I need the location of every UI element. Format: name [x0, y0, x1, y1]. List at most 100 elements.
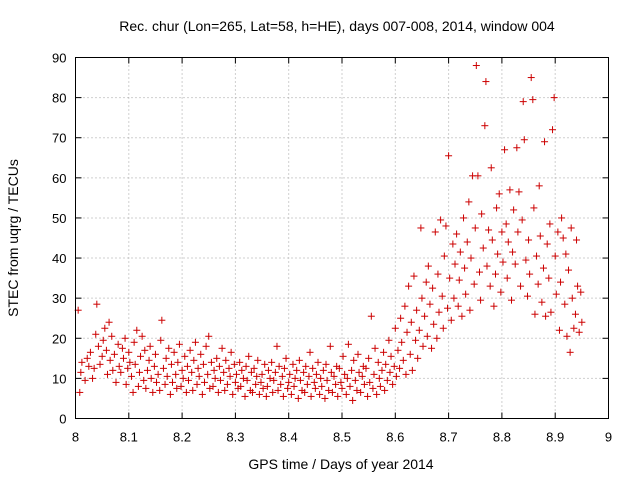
data-point [229, 390, 237, 398]
data-point [241, 392, 249, 400]
data-point [445, 152, 453, 160]
data-point [186, 346, 194, 354]
data-point [573, 236, 581, 244]
data-point [312, 370, 320, 378]
data-point [519, 98, 527, 106]
data-point [108, 332, 116, 340]
data-point [408, 366, 416, 374]
data-point [525, 236, 533, 244]
data-point [461, 264, 469, 272]
data-point [179, 374, 187, 382]
data-point [467, 254, 475, 262]
data-point [407, 318, 415, 326]
data-point [325, 386, 333, 394]
x-tick-label: 8.8 [493, 430, 511, 445]
data-point [273, 342, 281, 350]
data-point [460, 214, 468, 222]
data-point [204, 370, 212, 378]
data-point [574, 282, 582, 290]
y-tick-label: 20 [52, 331, 66, 346]
data-point [472, 62, 480, 70]
data-point [253, 372, 261, 380]
data-point [305, 372, 313, 380]
data-point [112, 378, 120, 386]
data-point [184, 376, 192, 384]
data-point [355, 368, 363, 376]
data-point [149, 388, 157, 396]
data-point [223, 380, 231, 388]
data-point [158, 316, 166, 324]
data-point [285, 378, 293, 386]
data-point [294, 394, 302, 402]
data-point [381, 386, 389, 394]
data-point [303, 380, 311, 388]
data-point [170, 348, 178, 356]
data-point [410, 272, 418, 280]
data-point [279, 392, 287, 400]
data-point [151, 350, 159, 358]
data-point [476, 268, 484, 276]
data-point [465, 198, 473, 206]
data-point [286, 370, 294, 378]
data-point [492, 270, 500, 278]
data-point [178, 366, 186, 374]
data-point [103, 370, 111, 378]
data-point [536, 232, 544, 240]
data-point [193, 380, 201, 388]
data-point [225, 364, 233, 372]
data-point [252, 380, 260, 388]
data-point [129, 388, 137, 396]
data-point [131, 360, 139, 368]
data-point [348, 366, 356, 374]
data-point [413, 306, 421, 314]
data-point [378, 366, 386, 374]
data-point [291, 374, 299, 382]
data-point [214, 388, 222, 396]
data-point [350, 356, 358, 364]
data-point [222, 356, 230, 364]
data-point [277, 380, 285, 388]
data-point [499, 258, 507, 266]
data-point [125, 348, 133, 356]
data-point [522, 256, 530, 264]
x-tick-label: 8.3 [226, 430, 244, 445]
data-point [328, 388, 336, 396]
y-tick-label: 30 [52, 291, 66, 306]
data-point [550, 94, 558, 102]
data-point [375, 374, 383, 382]
data-point [169, 378, 177, 386]
y-axis-label: STEC from uqrg / TECUs [5, 159, 21, 317]
plot-frame [75, 57, 609, 419]
data-point [237, 382, 245, 390]
data-point [205, 332, 213, 340]
data-point [207, 358, 215, 366]
data-point [194, 364, 202, 372]
data-point [147, 374, 155, 382]
data-point [423, 332, 431, 340]
data-point [216, 376, 224, 384]
data-point [271, 368, 279, 376]
data-point [406, 350, 414, 358]
data-point [220, 368, 228, 376]
grid-lines [75, 57, 609, 419]
x-tick-label: 8.9 [546, 430, 564, 445]
y-tick-label: 40 [52, 251, 66, 266]
data-point [394, 346, 402, 354]
data-point [326, 342, 334, 350]
data-point [424, 262, 432, 270]
data-point [264, 366, 272, 374]
data-point [92, 330, 100, 338]
data-point [486, 282, 494, 290]
data-point [182, 388, 190, 396]
data-point [247, 368, 255, 376]
tick-labels: 8 8.1 8.2 8.3 8.4 8.5 8.6 8.7 8.8 8.9 901020304050… [52, 51, 612, 445]
data-point [493, 204, 501, 212]
data-point [563, 332, 571, 340]
data-point [498, 228, 506, 236]
data-point [127, 372, 135, 380]
y-tick-label: 0 [59, 412, 66, 427]
data-point [322, 360, 330, 368]
data-point [449, 240, 457, 248]
data-point [510, 206, 518, 214]
